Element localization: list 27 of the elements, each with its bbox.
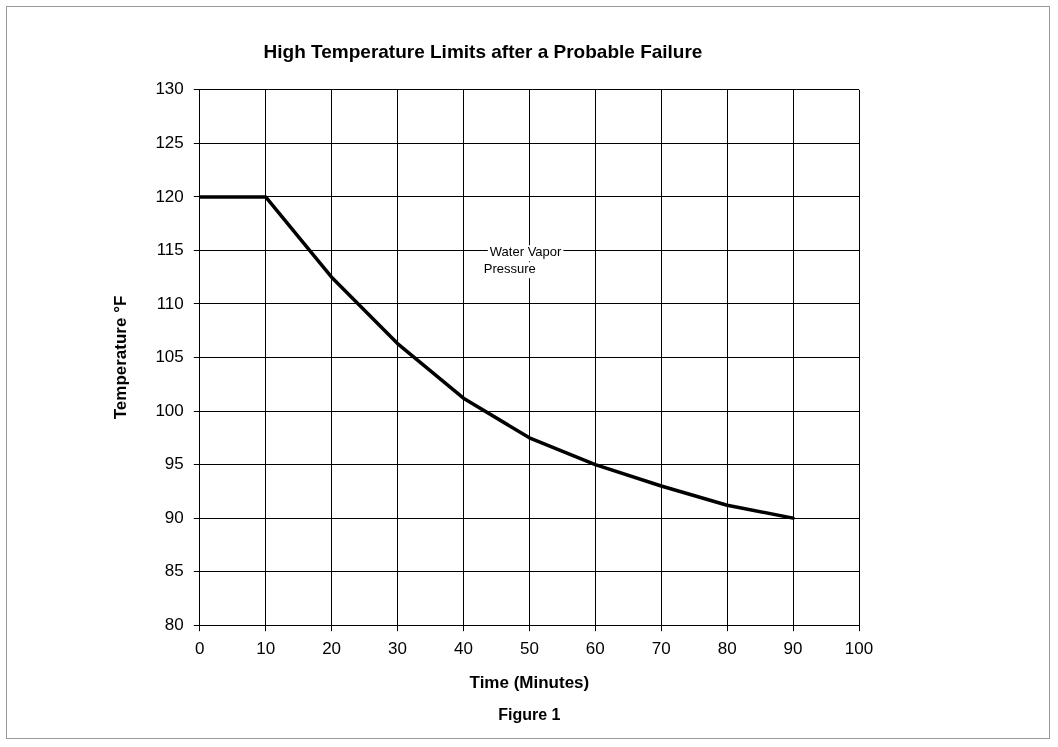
annotation: Water Vapor Pressure xyxy=(483,244,563,277)
y-tick-label: 95 xyxy=(164,454,184,474)
y-tick-label: 130 xyxy=(155,79,184,99)
y-tick-label: 105 xyxy=(155,347,184,367)
x-tick-label: 80 xyxy=(717,639,737,659)
x-tick-label: 10 xyxy=(256,639,276,659)
x-tick-label: 30 xyxy=(388,639,407,659)
x-tick-label: 50 xyxy=(519,639,539,659)
y-tick-label: 100 xyxy=(155,400,184,420)
x-axis-title: Time (Minutes) xyxy=(469,673,590,693)
y-tick-label: 90 xyxy=(164,507,184,527)
y-tick-label: 85 xyxy=(164,561,184,581)
y-tick-label: 115 xyxy=(156,240,184,260)
x-tick-label: 20 xyxy=(322,639,342,659)
x-tick-label: 0 xyxy=(195,639,205,659)
x-tick-label: 70 xyxy=(651,639,671,659)
x-tick-label: 100 xyxy=(844,639,874,659)
y-tick-label: 120 xyxy=(155,186,184,206)
x-tick-label: 90 xyxy=(783,639,803,659)
y-tick-label: 110 xyxy=(156,293,184,313)
x-tick-label: 40 xyxy=(454,639,473,659)
caption: Figure 1 xyxy=(498,706,561,723)
y-tick-label: 125 xyxy=(155,133,184,153)
chart-title: High Temperature Limits after a Probable Failure xyxy=(263,40,703,62)
x-tick-label: 60 xyxy=(585,639,605,659)
y-tick-label: 80 xyxy=(164,614,184,634)
y-axis-title: Temperature °F xyxy=(110,295,130,420)
